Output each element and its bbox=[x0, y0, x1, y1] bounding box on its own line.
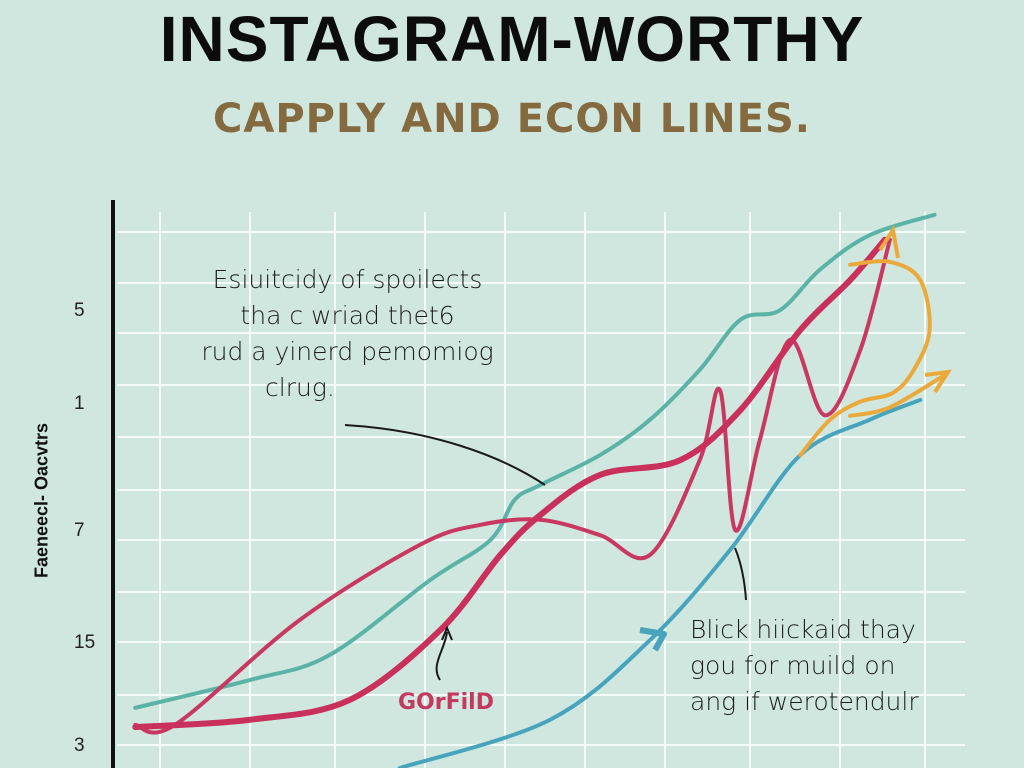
orange-arrowhead-top-icon bbox=[878, 224, 900, 259]
annotation-line: rud a yinerd pemomiog bbox=[201, 337, 494, 366]
series-line-4 bbox=[798, 259, 932, 458]
series-line-3 bbox=[397, 397, 923, 768]
annotation-pointer-top bbox=[344, 424, 546, 486]
y-tick-label: 1 bbox=[74, 393, 85, 414]
y-tick-label: 3 bbox=[74, 735, 85, 756]
annotation-line: clrug. bbox=[265, 373, 335, 402]
series-line-2 bbox=[132, 236, 888, 731]
annotation-gorfild: GOrFilD bbox=[398, 690, 494, 715]
series-line-5 bbox=[848, 372, 947, 418]
annotation-top: Esiuitcidy of spoilects tha c wriad thet… bbox=[175, 262, 520, 406]
y-tick-label: 15 bbox=[74, 632, 96, 653]
annotation-pointer-gorfild bbox=[435, 631, 448, 681]
annotation-bottom: Blick hiickaid thay gou for muild on ang… bbox=[690, 612, 960, 720]
y-tick-label: 7 bbox=[74, 520, 85, 541]
series-group bbox=[132, 212, 947, 768]
annotation-line: tha c wriad thet6 bbox=[240, 301, 455, 330]
chart-subtitle: CAPPLY AND ECON LINES. bbox=[213, 96, 811, 142]
y-axis-label: Faeneecl- Oacvtrs bbox=[31, 422, 52, 579]
annotation-line: Blick hiickaid thay bbox=[690, 615, 916, 644]
annotation-line: ang if werotendulr bbox=[690, 687, 919, 716]
chart-title: INSTAGRAM-WORTHY bbox=[159, 3, 865, 75]
arrowhead-icon bbox=[441, 625, 453, 641]
series-line-0 bbox=[133, 212, 937, 710]
orange-arrowhead-icon bbox=[924, 369, 953, 394]
annotation-line: gou for muild on bbox=[690, 651, 896, 680]
y-tick-label: 5 bbox=[74, 300, 85, 321]
series-line-1 bbox=[133, 237, 892, 735]
annotation-line: Esiuitcidy of spoilects bbox=[212, 265, 483, 294]
annotation-pointer-bottom bbox=[734, 547, 747, 601]
blue-arrowhead-icon bbox=[639, 627, 667, 652]
